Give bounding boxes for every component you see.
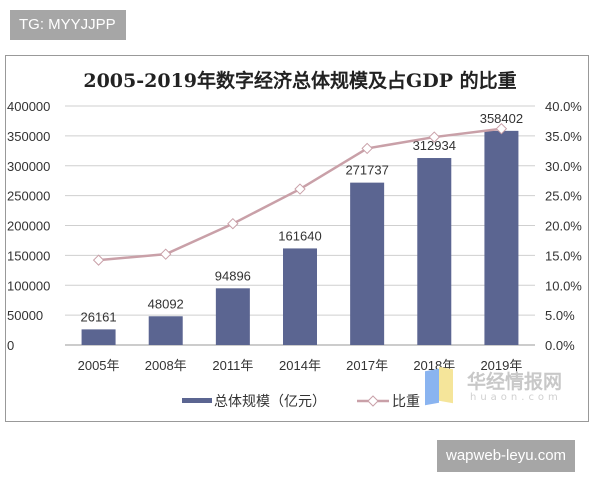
x-tick-label: 2008年 — [145, 358, 187, 373]
bar — [148, 316, 183, 345]
bar-data-label: 271737 — [345, 163, 388, 178]
y-left-tick-label: 0 — [7, 338, 14, 353]
bar — [81, 329, 116, 345]
logo-mark-icon — [439, 366, 453, 404]
x-tick-label: 2014年 — [279, 358, 321, 373]
x-tick-label: 2011年 — [212, 358, 253, 373]
legend-label-bars: 总体规模（亿元） — [214, 393, 326, 409]
line-point — [160, 248, 172, 260]
logo-mark-icon — [425, 368, 439, 406]
logo-name: 华经情报网 — [467, 371, 563, 393]
x-tick-label: 2017年 — [346, 358, 388, 373]
logo-domain: huaon.com — [470, 392, 562, 403]
y-left-tick-label: 200000 — [7, 219, 50, 234]
line-point — [227, 218, 239, 230]
y-left-tick-label: 250000 — [7, 189, 50, 204]
y-left-tick-label: 100000 — [7, 278, 50, 293]
bar — [215, 288, 250, 345]
watermark-url: wapweb-leyu.com — [437, 440, 576, 472]
line-point — [428, 131, 440, 143]
y-left-tick-label: 300000 — [7, 159, 50, 174]
chart-frame — [5, 55, 589, 422]
bar — [350, 182, 385, 345]
y-right-tick-label: 25.0% — [545, 189, 582, 204]
bar-data-label: 312934 — [413, 138, 456, 153]
line-point — [92, 254, 105, 266]
legend-bar-swatch-icon — [182, 398, 212, 403]
y-right-tick-label: 15.0% — [545, 248, 582, 263]
bar-data-label: 161640 — [278, 228, 321, 243]
y-left-tick-label: 150000 — [7, 248, 50, 263]
bar-data-label: 48092 — [148, 296, 184, 311]
legend-diamond-icon — [367, 395, 379, 407]
line-point — [361, 142, 373, 155]
watermark-tag: TG: MYYJJPP — [10, 10, 126, 40]
y-left-tick-label: 400000 — [7, 99, 50, 114]
legend-label-line: 比重 — [392, 393, 420, 409]
line-point — [294, 183, 306, 195]
bar — [283, 248, 317, 345]
y-right-tick-label: 20.0% — [545, 219, 582, 234]
y-right-tick-label: 35.0% — [545, 129, 582, 144]
y-left-tick-label: 50000 — [7, 308, 43, 323]
bar-data-label: 26161 — [80, 309, 116, 324]
y-right-tick-label: 5.0% — [545, 308, 575, 323]
bar — [417, 158, 452, 345]
bar-data-label: 94896 — [215, 268, 251, 283]
y-right-tick-label: 10.0% — [545, 278, 582, 293]
x-tick-label: 2005年 — [78, 358, 120, 373]
y-right-tick-label: 0.0% — [545, 338, 575, 353]
line-point — [495, 122, 508, 135]
x-tick-label: 2019年 — [480, 358, 522, 373]
bar-data-label: 358402 — [480, 111, 523, 126]
y-right-tick-label: 40.0% — [545, 99, 582, 114]
chart-title: 2005-2019年数字经济总体规模及占GDP 的比重 — [83, 69, 516, 92]
bar — [484, 130, 519, 345]
y-left-tick-label: 350000 — [7, 129, 50, 144]
y-right-tick-label: 30.0% — [545, 159, 582, 174]
